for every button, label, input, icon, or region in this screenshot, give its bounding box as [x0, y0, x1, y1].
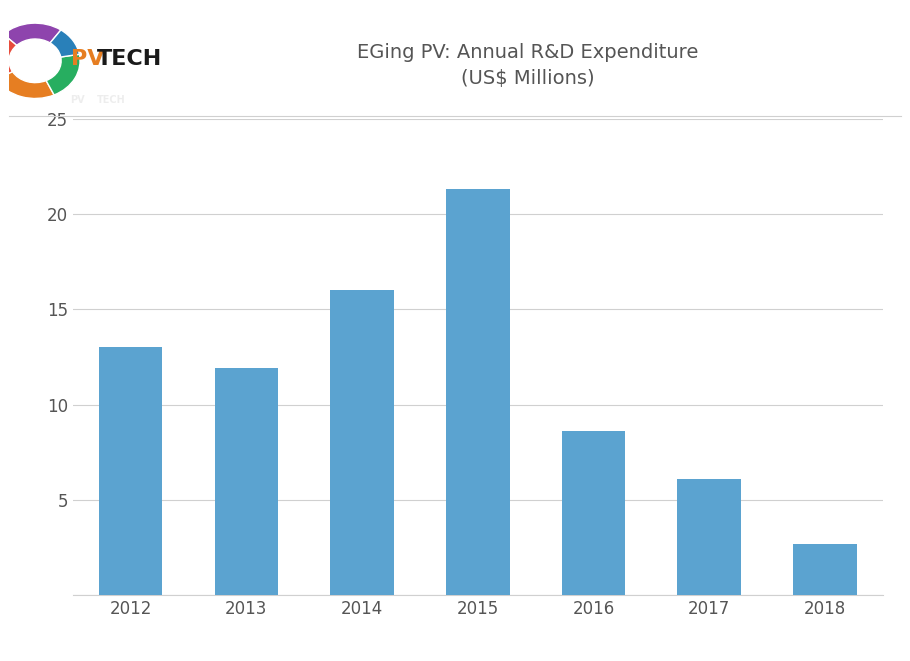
Bar: [561, 431, 625, 595]
Bar: [99, 348, 163, 595]
Text: TECH: TECH: [96, 49, 162, 69]
Text: EGing PV: Annual R&D Expenditure: EGing PV: Annual R&D Expenditure: [357, 43, 699, 62]
Wedge shape: [50, 30, 79, 57]
Bar: [215, 368, 278, 595]
Bar: [793, 543, 856, 595]
Bar: [446, 190, 510, 595]
Wedge shape: [0, 72, 54, 98]
Text: TECH: TECH: [96, 95, 126, 106]
Bar: [330, 290, 394, 595]
Wedge shape: [46, 54, 80, 95]
Text: PV: PV: [71, 95, 86, 106]
Text: (US$ Millions): (US$ Millions): [461, 69, 594, 89]
Wedge shape: [4, 23, 61, 46]
Text: PV: PV: [71, 49, 104, 69]
Wedge shape: [0, 34, 16, 79]
Bar: [677, 479, 741, 595]
